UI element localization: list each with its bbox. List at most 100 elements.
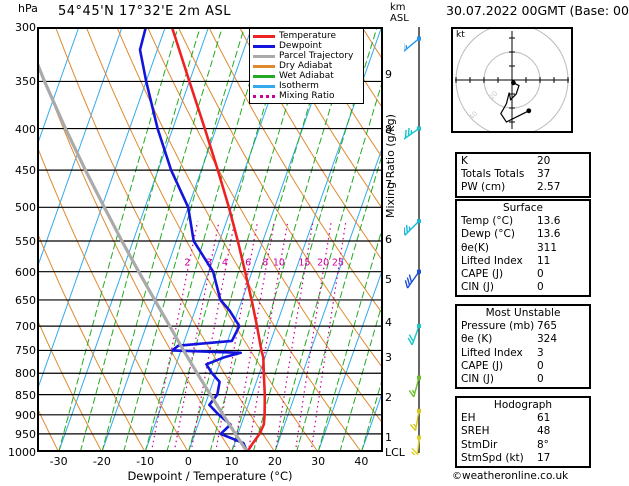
pressure-tick-label: 600: [15, 265, 36, 279]
height-unit-label: km ASL: [390, 2, 409, 24]
wind-barb-column: [404, 27, 421, 455]
surface-table: Surface Temp (°C) 13.6 Dewp (°C) 13.6 θe(K) 31…: [455, 199, 591, 298]
table-row: StmSpd (kt) 17: [457, 452, 589, 465]
table-row: CAPE (J) 0: [457, 268, 589, 281]
table-row-value: 0: [537, 268, 544, 281]
height-tick-label: 2: [385, 391, 392, 404]
table-row-key: θe (K): [461, 333, 493, 346]
table-row-value: 20: [537, 155, 551, 167]
pressure-tick-label: 550: [15, 234, 36, 248]
wind-barb: [408, 375, 421, 398]
date-title: 30.07.2022 00GMT (Base: 00): [446, 3, 629, 18]
table-title: Surface: [502, 202, 543, 214]
legend-color-swatch: [253, 34, 275, 38]
svg-text:15: 15: [298, 258, 310, 269]
table-row-value: 311: [537, 241, 558, 254]
svg-text:20: 20: [488, 90, 500, 102]
legend-color-swatch: [253, 84, 275, 88]
height-axis: 9 8 7 6 5 4 3 2 1 LCL: [385, 27, 413, 459]
pressure-tick-label: 1000: [8, 446, 36, 459]
height-tick-label: 5: [385, 273, 392, 286]
height-unit-line2: ASL: [390, 13, 409, 24]
table-row-value: 11: [537, 254, 551, 267]
table-row-key: CIN (J): [461, 281, 494, 294]
temperature-tick-label: 40: [354, 455, 369, 468]
mixing-ratio-axis-title: Mixing Ratio (g/kg): [384, 114, 397, 218]
table-row-key: Temp (°C): [461, 215, 514, 228]
legend-item: Isotherm: [253, 81, 360, 91]
hodograph-stats-table: Hodograph EH 61 SREH 48 StmDir 8° StmSpd (kt) 17: [455, 396, 591, 469]
table-row-key: Pressure (mb): [461, 320, 535, 333]
table-row-value: 8°: [537, 438, 549, 451]
pressure-tick-label: 950: [15, 427, 36, 441]
table-row-key: Lifted Index: [461, 346, 523, 359]
table-row: Temp (°C) 13.6: [457, 215, 589, 228]
table-row-value: 48: [537, 425, 551, 438]
table-row-key: K: [461, 155, 468, 167]
table-row: PW (cm) 2.57: [457, 181, 589, 194]
table-title: Most Unstable: [485, 307, 561, 319]
svg-text:4: 4: [222, 258, 228, 269]
table-row: CIN (J) 0: [457, 281, 589, 294]
most-unstable-table: Most Unstable Pressure (mb) 765 θe (K) 324 Li…: [455, 304, 591, 390]
table-row-key: θe(K): [461, 241, 489, 254]
pressure-tick-label: 700: [15, 320, 36, 334]
table-title: Hodograph: [493, 399, 553, 411]
table-row-value: 0: [537, 373, 544, 386]
legend-label: Parcel Trajectory: [279, 51, 354, 61]
legend-color-swatch: [253, 64, 275, 68]
table-row: SREH 48: [457, 425, 589, 438]
height-unit-line1: km: [390, 2, 406, 13]
wind-barb: [404, 219, 421, 236]
table-row: Totals Totals 37: [457, 168, 589, 181]
table-row: Dewp (°C) 13.6: [457, 228, 589, 241]
page-title: 54°45'N 17°32'E 2m ASL: [58, 4, 231, 19]
table-row: K 20: [457, 155, 589, 168]
temperature-tick-label: 0: [184, 455, 192, 468]
wind-barb: [404, 269, 421, 289]
table-row: Pressure (mb) 765: [457, 320, 589, 333]
wind-barb: [407, 324, 421, 346]
legend-color-swatch: [253, 94, 275, 98]
lcl-label: LCL: [385, 446, 405, 459]
table-row: Lifted Index 3: [457, 347, 589, 360]
pressure-tick-label: 900: [15, 408, 36, 422]
svg-text:20: 20: [317, 258, 329, 269]
table-row: θe (K) 324: [457, 333, 589, 346]
legend-color-swatch: [253, 54, 275, 58]
pressure-tick-label: 850: [15, 388, 36, 402]
copyright-notice: ©weatheronline.co.uk: [452, 470, 568, 482]
table-row-key: StmDir: [461, 438, 498, 451]
legend: Temperature Dewpoint Parcel Trajectory Dry …: [249, 28, 364, 104]
temperature-tick-label: -10: [136, 455, 155, 468]
legend-label: Dry Adiabat: [279, 61, 333, 71]
wind-barb: [411, 435, 421, 455]
table-row-key: EH: [461, 412, 476, 425]
height-tick-label: 1: [385, 431, 392, 444]
legend-item: Wet Adiabat: [253, 71, 360, 81]
wind-barb: [409, 408, 421, 432]
table-row: θe(K) 311: [457, 242, 589, 255]
height-tick-label: 9: [385, 68, 392, 81]
legend-item: Dewpoint: [253, 41, 360, 51]
wind-barb: [404, 126, 421, 140]
svg-text:25: 25: [332, 258, 344, 269]
pressure-tick-label: 500: [15, 201, 36, 215]
legend-item: Dry Adiabat: [253, 61, 360, 71]
legend-label: Dewpoint: [279, 41, 322, 51]
table-row-key: StmSpd (kt): [461, 451, 524, 464]
hodograph-unit-label: kt: [456, 30, 465, 40]
temperature-tick-label: 10: [224, 455, 239, 468]
table-row-key: Lifted Index: [461, 254, 523, 267]
table-row-key: CAPE (J): [461, 359, 504, 372]
table-row-value: 0: [537, 281, 544, 294]
table-row: Lifted Index 11: [457, 255, 589, 268]
table-row-value: 0: [537, 359, 544, 372]
svg-text:6: 6: [245, 258, 251, 269]
temperature-tick-label: 30: [311, 455, 326, 468]
legend-label: Wet Adiabat: [279, 71, 334, 81]
xaxis-title: Dewpoint / Temperature (°C): [127, 469, 293, 483]
legend-item: Mixing Ratio: [253, 91, 360, 101]
table-row-value: 324: [537, 333, 558, 346]
svg-text:40: 40: [467, 110, 479, 122]
